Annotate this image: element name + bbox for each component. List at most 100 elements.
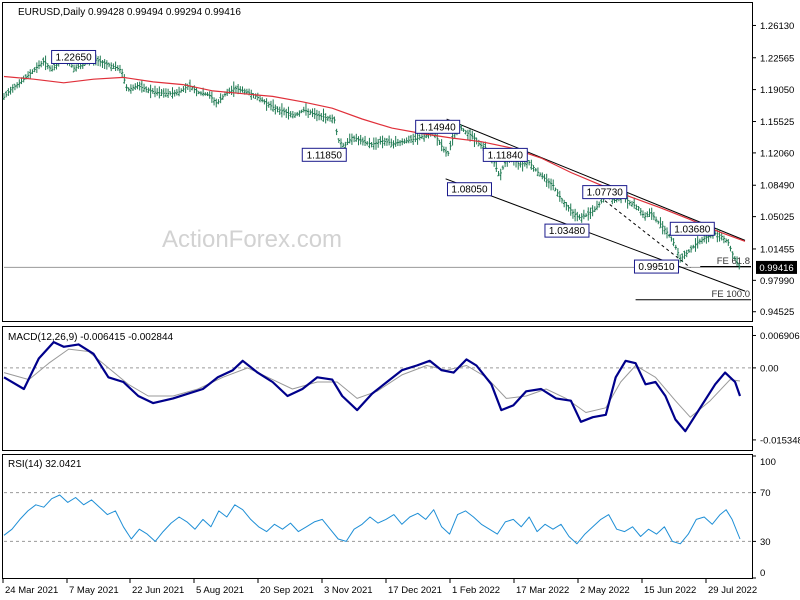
price-bar [75,64,78,72]
price-bar [652,211,656,221]
price-bar [703,235,706,243]
price-bar [554,187,557,192]
price-bar [678,254,682,263]
price-bar [293,112,297,118]
price-bar [538,172,542,177]
price-bar [720,232,723,241]
price-bar [418,134,421,141]
price-bar [576,211,579,222]
price-annotation-label: 1.14940 [420,122,457,133]
price-bar [409,135,413,144]
price-bar [661,221,664,235]
price-bar [466,129,470,140]
price-bar [687,249,691,254]
price-bar [541,172,544,180]
fe-level-label: FE 100.0 [711,289,750,300]
price-bar [527,160,531,166]
price-bar [635,204,638,211]
price-bar [256,92,260,101]
price-bar [285,108,288,118]
price-header-ohlc: 0.99428 0.99494 0.99294 0.99416 [88,7,241,18]
price-annotation-label: 1.08050 [451,185,488,196]
price-bar [195,87,198,97]
price-bar [107,62,111,68]
price-bar [547,178,551,189]
price-bar [271,99,275,112]
price-bar [182,86,185,93]
price-bar [333,116,336,124]
macd-y-tick-label: 0.00 [760,363,779,374]
price-annotation: 1.07730 [582,185,628,200]
price-bar [549,178,553,191]
x-tick-label: 17 Dec 2021 [388,585,442,596]
price-bar [221,94,225,101]
price-bar [407,135,411,144]
moving-average-line [3,75,746,242]
price-bar [234,85,238,94]
price-bar [166,88,170,98]
price-bar [597,201,601,208]
fe-level-label: FE 61.8 [717,256,750,267]
price-bar [578,214,581,220]
price-bar [127,87,130,92]
price-bar [654,216,658,223]
price-bar [136,82,139,90]
price-bar [722,235,726,244]
price-bar [313,108,316,119]
price-bar [674,244,677,250]
price-bar [267,101,270,108]
price-y-tick-label: 1.22565 [760,53,794,64]
price-bar [337,138,340,144]
price-annotation-label: 0.99510 [638,262,675,273]
price-bar [11,84,14,93]
price-bar [298,110,301,117]
price-bar [120,68,124,78]
price-bar [657,220,660,225]
price-bar [145,86,148,93]
price-bar [210,91,214,103]
price-bar [731,251,734,259]
price-bar [401,138,404,146]
price-bar [396,138,400,147]
macd-header: MACD(12,26,9) -0.006415 -0.002844 [8,332,174,343]
price-bar [420,134,424,139]
price-bar [595,200,599,211]
price-bar [72,64,76,73]
price-bar [169,91,172,96]
price-bar [101,60,104,68]
price-bar [366,141,369,146]
price-bar [632,197,636,209]
price-bar [171,87,174,99]
price-bar [265,98,268,111]
price-bar [26,71,30,79]
price-bar [335,128,338,136]
price-bar [403,138,406,144]
price-bar [665,227,669,239]
price-bar [700,236,704,244]
price-annotation: 0.99510 [633,259,679,274]
rsi-panel-frame [2,454,753,579]
price-bar [676,247,680,258]
price-bar [241,86,244,93]
price-bar [175,89,179,96]
price-bar [317,110,321,121]
price-bar [637,206,640,211]
price-bar [573,208,577,222]
price-bar [438,139,441,146]
price-bar [648,208,651,217]
channel-upper-line [446,118,746,241]
price-bar [278,106,281,115]
price-bar [199,91,203,96]
price-bar [352,135,356,143]
price-bar [411,133,415,145]
price-bar [304,103,308,116]
x-tick-label: 1 Feb 2022 [452,585,500,596]
price-bar [208,91,211,99]
price-bar [151,88,154,94]
price-bar [282,107,286,116]
price-bar [300,109,303,114]
price-bar [344,141,347,149]
price-bar [48,65,52,72]
price-annotation-label: 1.11850 [307,150,343,161]
price-bar [173,89,176,97]
